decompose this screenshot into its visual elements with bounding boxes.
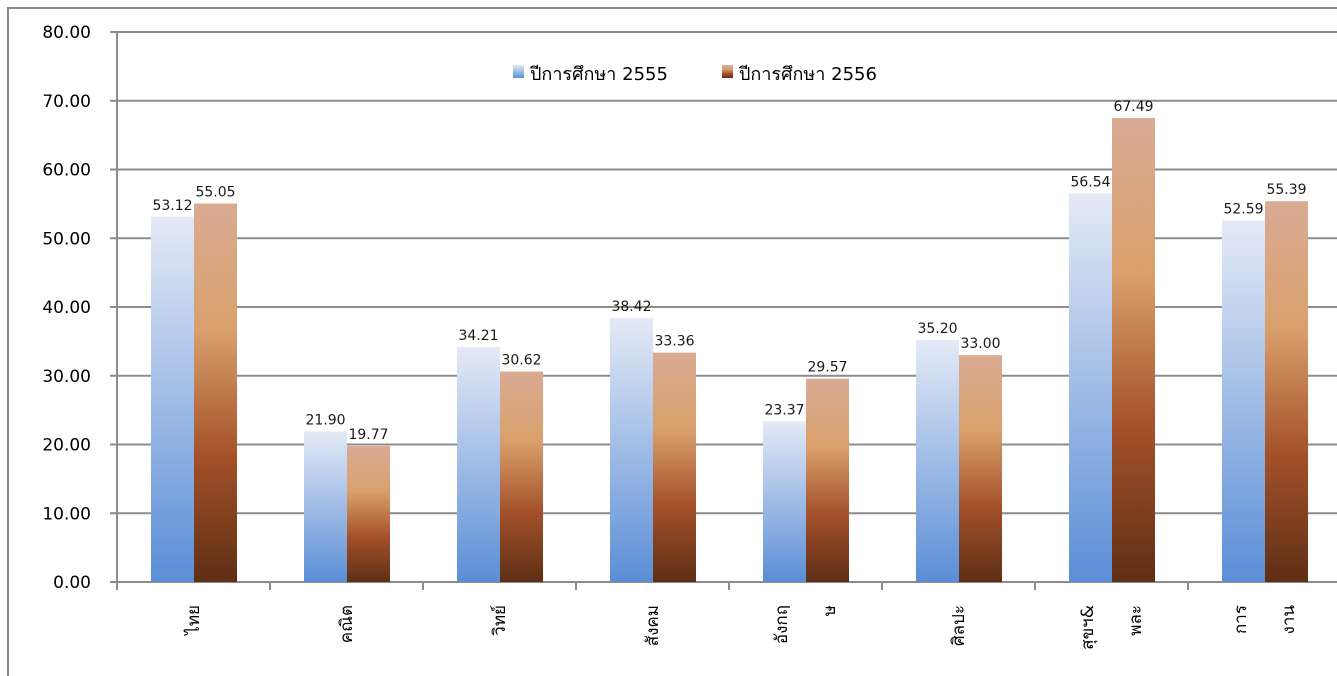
data-label-series2-1: 55.05	[195, 185, 235, 201]
bars	[151, 118, 1308, 583]
category-label-5-line2: ษ	[820, 605, 840, 616]
legend: ปีการศึกษา 2555 ปีการศึกษา 2556	[513, 64, 877, 85]
category-label-3: วิทย์	[490, 605, 510, 636]
category-labels: ไทย คณิต วิทย์ สังคม อังกฤ ษ ศิลปะ สุขฯ& พละ การ ง…	[183, 605, 1299, 650]
bar-series1-3	[457, 346, 500, 582]
category-label-8-line1: การ	[1231, 605, 1251, 634]
data-label-series1-6: 35.20	[917, 321, 957, 337]
y-tick-label: 30.00	[42, 367, 91, 387]
axes: 0.00 10.00 20.00 30.00 40.00 50.00 60.00 70.00 8…	[42, 23, 1337, 593]
bar-series2-2	[347, 446, 390, 582]
data-label-series1-1: 53.12	[152, 198, 192, 214]
bar-series2-5	[806, 378, 849, 582]
bar-series2-3	[500, 371, 543, 582]
y-tick-label: 10.00	[42, 504, 91, 524]
y-tick-label: 50.00	[42, 229, 91, 249]
y-tick-label: 70.00	[42, 92, 91, 112]
legend-swatch-2556	[722, 65, 733, 78]
y-tick-label: 40.00	[42, 298, 91, 318]
category-label-7-line2: พละ	[1126, 605, 1146, 636]
data-label-series2-7: 67.49	[1113, 99, 1153, 115]
category-label-7-line1: สุขฯ&	[1078, 605, 1098, 650]
data-label-series1-7: 56.54	[1070, 174, 1110, 190]
bar-series1-7	[1069, 193, 1112, 582]
data-label-series2-6: 33.00	[960, 336, 1000, 352]
y-tick-label: 80.00	[42, 23, 91, 43]
data-label-series2-8: 55.39	[1266, 182, 1306, 198]
category-label-8-line2: งาน	[1279, 605, 1299, 635]
data-label-series1-2: 21.90	[305, 412, 345, 428]
bar-series1-8	[1222, 220, 1265, 582]
data-label-series1-4: 38.42	[611, 299, 651, 315]
bar-series1-5	[763, 421, 806, 582]
data-label-series1-3: 34.21	[458, 328, 498, 344]
data-label-series1-8: 52.59	[1223, 201, 1263, 217]
y-tick-label: 0.00	[53, 573, 91, 593]
category-label-1: ไทย	[183, 605, 204, 637]
data-label-series2-5: 29.57	[807, 360, 847, 376]
y-tick-label: 20.00	[42, 436, 91, 456]
y-tick-label: 60.00	[42, 161, 91, 181]
bar-series1-1	[151, 216, 194, 583]
bar-series2-4	[653, 352, 696, 582]
bar-series1-6	[916, 340, 959, 582]
bar-series1-2	[304, 431, 347, 582]
bar-series2-8	[1265, 201, 1308, 582]
data-label-series2-3: 30.62	[501, 352, 541, 368]
data-label-series1-5: 23.37	[764, 402, 804, 418]
bar-series2-6	[959, 355, 1002, 582]
category-label-5-line1: อังกฤ	[772, 605, 792, 644]
category-label-4: สังคม	[643, 605, 663, 646]
bar-series2-1	[194, 203, 237, 582]
data-label-series2-2: 19.77	[348, 427, 388, 443]
chart-frame	[7, 7, 1337, 676]
data-label-series2-4: 33.36	[654, 334, 694, 350]
category-label-2: คณิต	[337, 605, 357, 643]
category-label-6: ศิลปะ	[949, 605, 969, 646]
bar-series2-7	[1112, 118, 1155, 582]
legend-label-2556: ปีการศึกษา 2556	[739, 64, 877, 85]
legend-label-2555: ปีการศึกษา 2555	[530, 64, 668, 85]
bar-series1-4	[610, 317, 653, 582]
legend-swatch-2555	[513, 65, 524, 78]
